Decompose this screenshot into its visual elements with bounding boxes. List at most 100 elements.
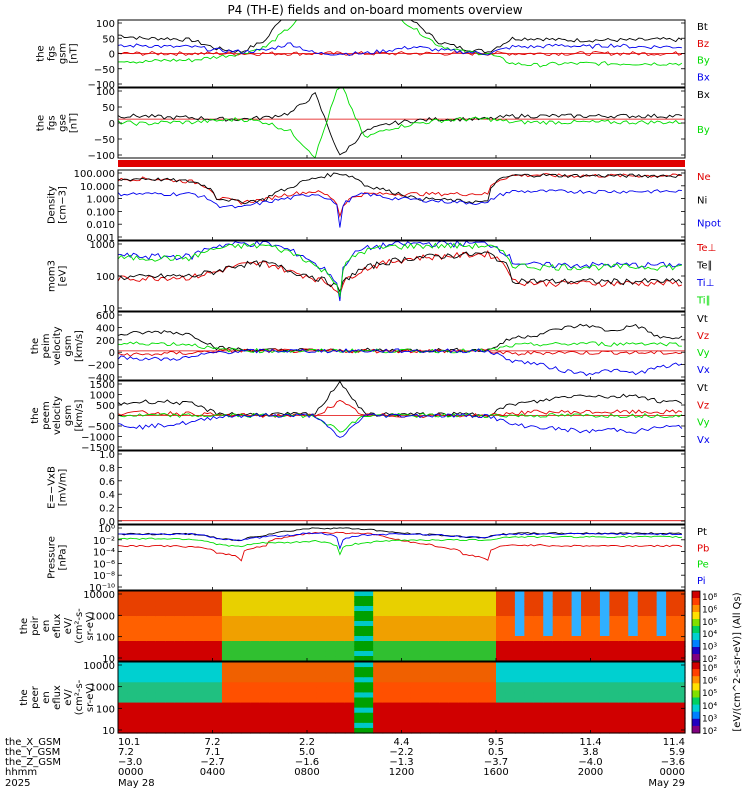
spectrogram-cell — [477, 631, 488, 637]
spectrogram-cell — [590, 717, 601, 724]
spectrogram-cell — [259, 611, 270, 617]
spectrogram-cell — [297, 712, 308, 719]
spectrogram-cell — [524, 722, 535, 729]
spectrogram-cell — [505, 722, 516, 729]
spectrogram-cell — [647, 591, 658, 597]
ephemeris-value: −2.7 — [200, 757, 224, 768]
spectrogram-cell — [618, 667, 629, 673]
spectrogram-cell — [618, 641, 629, 647]
spectrogram-cell — [666, 707, 677, 714]
spectrogram-cell — [439, 717, 450, 724]
spectrogram-cell — [184, 722, 195, 729]
spectrogram-cell — [288, 631, 299, 637]
spectrogram-cell — [524, 606, 535, 612]
spectrogram-cell — [458, 682, 469, 688]
spectrogram-cell — [250, 626, 261, 632]
y-axis-label: the — [19, 689, 30, 705]
spectrogram-cell — [325, 692, 336, 699]
spectrogram-cell — [344, 636, 355, 642]
spectrogram-cell — [344, 692, 355, 699]
y-axis-label: en — [41, 620, 52, 633]
spectrogram-cell — [231, 596, 242, 602]
spectrogram-cell — [344, 722, 355, 729]
spectrogram-cell — [467, 626, 478, 632]
y-tick-label: 10⁻² — [93, 536, 115, 547]
spectrogram-cell — [221, 651, 232, 657]
spectrogram-cell — [429, 707, 440, 714]
spectrogram-cell — [174, 601, 185, 607]
spectrogram-cell — [118, 626, 129, 632]
spectrogram-cell — [354, 707, 365, 714]
spectrogram-cell — [429, 717, 440, 724]
spectrogram-cell — [514, 727, 525, 734]
spectrogram-cell — [609, 606, 620, 612]
spectrogram-cell — [221, 662, 232, 668]
spectrogram-cell — [373, 727, 384, 734]
spectrogram-cell — [647, 687, 658, 694]
spectrogram-cell — [165, 636, 176, 642]
spectrogram-cell — [524, 662, 535, 668]
spectrogram-cell — [240, 702, 251, 709]
spectrogram-cell — [335, 692, 346, 699]
spectrogram-cell — [609, 687, 620, 694]
spectrogram-cell — [354, 687, 365, 694]
spectrogram-cell — [325, 707, 336, 714]
spectrogram-cell — [278, 687, 289, 694]
spectrogram-cell — [155, 682, 166, 688]
spectrogram-cell — [410, 596, 421, 602]
spectrogram-cell — [590, 636, 601, 642]
spectrogram-cell — [486, 687, 497, 694]
spectrogram-cell — [505, 662, 516, 668]
spectrogram-cell — [363, 606, 374, 612]
spectrogram-cell — [448, 712, 459, 719]
spectrogram-cell — [420, 596, 431, 602]
spectrogram-cell — [382, 697, 393, 704]
spectrogram-cell — [486, 667, 497, 673]
spectrogram-cell — [344, 677, 355, 683]
spectrogram-cell — [533, 662, 544, 668]
spectrogram-cell — [269, 596, 280, 602]
spectrogram-cell — [666, 641, 677, 647]
series-line-Pi — [118, 532, 682, 550]
spectrogram-cell — [373, 722, 384, 729]
spectrogram-cell — [562, 651, 573, 657]
spectrogram-cell — [288, 606, 299, 612]
spectrogram-cell — [203, 616, 214, 622]
spectrogram-cell — [410, 692, 421, 699]
spectrogram-cell — [146, 697, 157, 704]
spectrogram-cell — [647, 596, 658, 602]
spectrogram-cell — [486, 611, 497, 617]
spectrogram-cell — [552, 616, 563, 622]
spectrogram-cell — [628, 641, 639, 647]
spectrogram-cell — [344, 631, 355, 637]
spectrogram-cell — [590, 687, 601, 694]
spectrogram-cell — [429, 687, 440, 694]
spectrogram-cell — [165, 707, 176, 714]
spectrogram-cell — [637, 697, 648, 704]
spectrogram-cell — [410, 636, 421, 642]
spectrogram-cell — [392, 616, 403, 622]
spectrogram-cell — [297, 697, 308, 704]
spectrogram-cell — [448, 646, 459, 652]
spectrogram-cell — [392, 707, 403, 714]
spectrogram-cell — [486, 626, 497, 632]
spectrogram-cell — [429, 636, 440, 642]
spectrogram-cell — [373, 591, 384, 597]
spectrogram-cell — [325, 591, 336, 597]
spectrogram-cell — [618, 677, 629, 683]
spectrogram-cell — [155, 702, 166, 709]
y-tick-label: 500 — [96, 401, 115, 412]
spectrogram-cell — [288, 722, 299, 729]
spectrogram-cell — [240, 722, 251, 729]
spectrogram-cell — [439, 591, 450, 597]
spectrogram-cell — [363, 631, 374, 637]
spectrogram-cell — [571, 606, 582, 612]
spectrogram-cell — [628, 611, 639, 617]
series-line-Te∥ — [117, 251, 683, 293]
spectrogram-cell — [250, 702, 261, 709]
spectrogram-cell — [288, 656, 299, 662]
spectrogram-cell — [514, 667, 525, 673]
spectrogram-cell — [344, 682, 355, 688]
spectrogram-cell — [193, 712, 204, 719]
